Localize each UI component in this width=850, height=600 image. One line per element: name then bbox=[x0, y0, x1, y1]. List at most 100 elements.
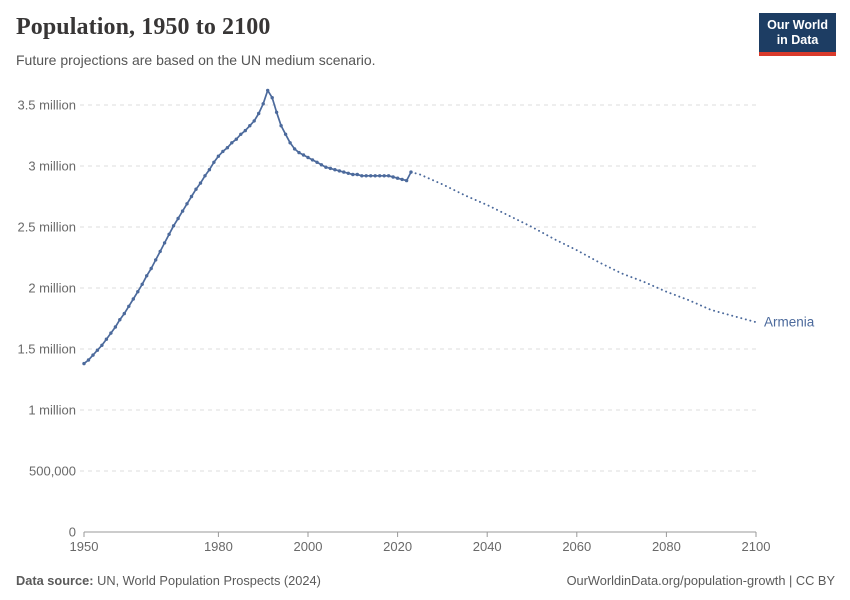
data-point-marker bbox=[100, 343, 104, 347]
data-point-marker bbox=[86, 358, 91, 362]
data-point-marker bbox=[355, 172, 359, 177]
data-point-marker bbox=[319, 163, 324, 167]
data-point-marker bbox=[328, 166, 333, 171]
data-point-marker bbox=[234, 137, 238, 141]
x-tick-label: 2100 bbox=[742, 539, 771, 554]
x-tick-label: 2040 bbox=[473, 539, 502, 554]
x-tick-label: 1980 bbox=[204, 539, 233, 554]
data-point-marker bbox=[283, 132, 288, 136]
projection-line bbox=[410, 171, 757, 324]
data-point-marker bbox=[257, 111, 261, 116]
y-tick-label: 0 bbox=[69, 525, 76, 540]
data-point-marker bbox=[109, 331, 113, 335]
y-tick-label: 3 million bbox=[28, 159, 76, 174]
data-point-marker bbox=[212, 160, 216, 164]
data-point-marker bbox=[288, 141, 292, 145]
data-point-marker bbox=[364, 174, 368, 178]
data-point-marker bbox=[373, 174, 377, 178]
data-point-marker bbox=[369, 174, 373, 178]
y-tick-label: 500,000 bbox=[29, 464, 76, 479]
data-point-marker bbox=[131, 297, 135, 301]
data-point-marker bbox=[189, 194, 194, 199]
data-point-marker bbox=[145, 274, 149, 278]
data-source-note: Data source: UN, World Population Prospe… bbox=[16, 573, 321, 588]
data-point-marker bbox=[82, 361, 86, 366]
data-point-marker bbox=[378, 174, 382, 178]
data-point-marker bbox=[225, 146, 230, 150]
data-source-text: UN, World Population Prospects (2024) bbox=[93, 573, 321, 588]
data-point-marker bbox=[306, 155, 310, 160]
data-point-marker bbox=[310, 158, 315, 162]
data-point-marker bbox=[113, 325, 118, 329]
data-point-marker bbox=[400, 177, 404, 182]
entity-label-armenia[interactable]: Armenia bbox=[764, 315, 815, 330]
data-point-marker bbox=[167, 232, 171, 236]
data-point-marker bbox=[386, 174, 391, 178]
x-tick-label: 2020 bbox=[383, 539, 412, 554]
y-tick-label: 3.5 million bbox=[17, 98, 76, 113]
owid-logo: Our World in Data bbox=[759, 13, 836, 56]
data-point-marker bbox=[391, 175, 395, 179]
owid-url-and-license[interactable]: OurWorldinData.org/population-growth | C… bbox=[566, 573, 835, 588]
data-point-marker bbox=[198, 181, 203, 185]
data-point-marker bbox=[216, 154, 221, 158]
data-point-marker bbox=[252, 119, 256, 123]
y-tick-label: 1 million bbox=[28, 403, 76, 418]
y-tick-label: 2.5 million bbox=[17, 220, 76, 235]
data-point-marker bbox=[95, 348, 100, 352]
x-tick-label: 1950 bbox=[70, 539, 99, 554]
y-tick-label: 2 million bbox=[28, 281, 76, 296]
x-tick-label: 2080 bbox=[652, 539, 681, 554]
data-point-marker bbox=[158, 249, 162, 254]
data-point-marker bbox=[266, 88, 270, 93]
data-point-marker bbox=[279, 124, 283, 128]
data-point-marker bbox=[301, 153, 306, 157]
data-point-marker bbox=[351, 172, 355, 177]
data-point-marker bbox=[180, 209, 185, 213]
data-point-marker bbox=[171, 224, 176, 228]
data-point-marker bbox=[122, 311, 127, 316]
data-point-marker bbox=[207, 168, 212, 172]
data-point-marker bbox=[194, 187, 198, 191]
data-point-marker bbox=[382, 174, 386, 178]
data-point-marker bbox=[292, 147, 297, 151]
data-point-marker bbox=[185, 202, 189, 206]
chart-subtitle: Future projections are based on the UN m… bbox=[16, 52, 376, 68]
x-tick-label: 2000 bbox=[294, 539, 323, 554]
chart-footer: Data source: UN, World Population Prospe… bbox=[16, 573, 835, 588]
data-source-label: Data source: bbox=[16, 573, 94, 588]
data-point-marker bbox=[297, 150, 301, 155]
data-point-marker bbox=[104, 337, 109, 341]
data-point-marker bbox=[404, 178, 409, 183]
data-point-marker bbox=[337, 169, 342, 173]
data-point-marker bbox=[140, 282, 144, 286]
owid-logo-line1: Our World bbox=[767, 18, 828, 32]
data-point-marker bbox=[203, 174, 207, 178]
data-point-marker bbox=[149, 266, 153, 271]
data-point-marker bbox=[162, 241, 167, 245]
x-tick-label: 2060 bbox=[562, 539, 591, 554]
data-point-marker bbox=[243, 128, 247, 133]
y-tick-label: 1.5 million bbox=[17, 342, 76, 357]
data-point-marker bbox=[118, 318, 122, 322]
data-point-marker bbox=[221, 149, 225, 154]
data-point-marker bbox=[342, 170, 346, 174]
data-point-marker bbox=[239, 132, 243, 136]
data-point-marker bbox=[127, 304, 131, 308]
data-point-marker bbox=[333, 168, 337, 172]
data-point-marker bbox=[230, 141, 234, 145]
owid-logo-line2: in Data bbox=[776, 33, 819, 47]
data-point-marker bbox=[346, 171, 350, 175]
data-point-marker bbox=[261, 102, 265, 106]
data-point-marker bbox=[270, 96, 274, 100]
data-point-marker bbox=[324, 165, 328, 169]
data-point-marker bbox=[274, 110, 279, 115]
data-point-marker bbox=[360, 174, 364, 178]
data-point-marker bbox=[136, 290, 140, 294]
page-title: Population, 1950 to 2100 bbox=[16, 14, 271, 40]
data-point-marker bbox=[154, 258, 158, 262]
data-point-marker bbox=[395, 176, 400, 180]
data-point-marker bbox=[176, 216, 180, 221]
